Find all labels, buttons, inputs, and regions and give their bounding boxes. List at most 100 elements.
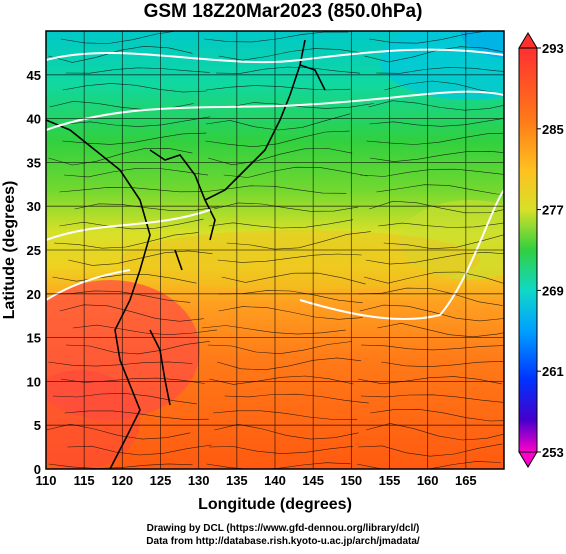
plot-frame xyxy=(45,30,505,470)
streamline xyxy=(48,147,193,166)
y-axis-label: Latitude (degrees) xyxy=(1,181,18,320)
streamline xyxy=(360,394,504,403)
streamline xyxy=(384,80,504,95)
streamline xyxy=(206,113,351,131)
streamline xyxy=(218,48,363,61)
coastlines xyxy=(46,39,326,469)
temperature-patches xyxy=(46,31,504,469)
streamline xyxy=(68,250,213,266)
streamline xyxy=(66,116,211,127)
credit-drawing: Drawing by DCL (https://www.gfd-dennou.o… xyxy=(146,523,420,534)
longitude-tick-label: 120 xyxy=(111,473,133,488)
streamline xyxy=(358,287,503,306)
streamline xyxy=(360,168,504,177)
streamline xyxy=(206,85,351,91)
streamline xyxy=(224,393,369,404)
latitude-tick-label: 30 xyxy=(27,199,41,214)
streamline xyxy=(217,253,362,263)
streamline xyxy=(221,272,366,285)
streamline xyxy=(48,463,193,469)
wind-streamlines xyxy=(46,31,504,469)
latitude-tick-label: 40 xyxy=(27,112,41,127)
longitude-tick-label: 150 xyxy=(340,473,362,488)
streamline xyxy=(214,423,359,440)
colorbar: 293 285 277 269 261 253 xyxy=(518,32,564,468)
latitude-tick-label: 5 xyxy=(34,418,41,433)
streamline xyxy=(370,150,504,162)
streamline xyxy=(59,218,204,230)
streamline xyxy=(376,184,504,195)
streamline xyxy=(54,232,199,249)
streamline xyxy=(357,376,502,385)
credits: Drawing by DCL (https://www.gfd-dennou.o… xyxy=(0,522,566,548)
longitude-tick-label: 145 xyxy=(302,473,324,488)
longitude-tick-label: 140 xyxy=(264,473,286,488)
x-axis-label: Longitude (degrees) xyxy=(198,496,352,513)
colorbar-label: 269 xyxy=(542,283,564,298)
streamline xyxy=(358,443,503,457)
streamline xyxy=(52,274,197,284)
latitude-tick-label: 0 xyxy=(34,462,41,477)
streamline xyxy=(209,375,354,385)
streamline xyxy=(218,306,363,320)
streamline xyxy=(48,361,193,367)
streamline xyxy=(226,231,371,250)
streamline xyxy=(369,31,504,44)
longitude-tick-label: 160 xyxy=(417,473,439,488)
isotherms xyxy=(46,48,504,320)
colorbar-label: 285 xyxy=(542,122,564,137)
longitude-tick-label: 125 xyxy=(150,473,172,488)
streamline xyxy=(59,304,204,322)
streamline xyxy=(52,393,197,405)
streamline xyxy=(214,202,359,212)
longitude-ticks: 110 115 120 125 130 135 140 145 150 155 160 165 xyxy=(36,473,477,488)
longitude-tick-label: 155 xyxy=(379,473,401,488)
streamline xyxy=(64,410,209,420)
latitude-tick-label: 10 xyxy=(27,374,41,389)
colorbar-label: 261 xyxy=(542,364,564,379)
streamline xyxy=(64,168,209,178)
latitude-tick-label: 15 xyxy=(27,331,41,346)
streamline xyxy=(368,100,504,111)
streamline xyxy=(201,325,346,335)
streamline xyxy=(369,200,504,214)
streamline xyxy=(204,31,349,43)
streamline xyxy=(207,341,352,355)
streamline xyxy=(366,423,504,441)
latitude-tick-label: 35 xyxy=(27,155,41,170)
longitude-tick-label: 135 xyxy=(226,473,248,488)
streamline xyxy=(62,83,207,93)
colorbar-body xyxy=(518,47,538,453)
streamline xyxy=(215,66,361,74)
streamline xyxy=(65,341,210,355)
streamline xyxy=(363,271,504,284)
streamline xyxy=(46,423,191,440)
colorbar-label: 293 xyxy=(542,41,564,56)
streamline xyxy=(381,360,504,368)
streamline xyxy=(223,166,368,178)
longitude-tick-label: 130 xyxy=(188,473,210,488)
streamline xyxy=(361,344,504,351)
map-title: GSM 18Z20Mar2023 (850.0hPa) xyxy=(143,1,423,22)
streamline xyxy=(205,130,350,148)
colorbar-label: 277 xyxy=(542,203,564,218)
streamline xyxy=(74,203,219,211)
streamline xyxy=(72,324,217,336)
latitude-ticks: 0 5 10 15 20 25 30 35 40 45 xyxy=(27,68,41,477)
streamline xyxy=(369,118,504,127)
latitude-tick-label: 45 xyxy=(27,68,41,83)
credit-data: Data from http://database.rish.kyoto-u.a… xyxy=(146,536,420,547)
streamline xyxy=(67,444,212,456)
streamline xyxy=(217,357,362,371)
streamline xyxy=(376,67,504,74)
streamline xyxy=(60,31,205,44)
streamline xyxy=(208,446,354,454)
longitude-tick-label: 165 xyxy=(455,473,477,488)
longitude-tick-label: 110 xyxy=(36,473,57,488)
streamline xyxy=(208,219,353,229)
latitude-tick-label: 20 xyxy=(27,287,41,302)
colorbar-label: 253 xyxy=(542,445,564,460)
streamline xyxy=(60,377,205,384)
colorbar-top-arrow xyxy=(518,32,538,49)
